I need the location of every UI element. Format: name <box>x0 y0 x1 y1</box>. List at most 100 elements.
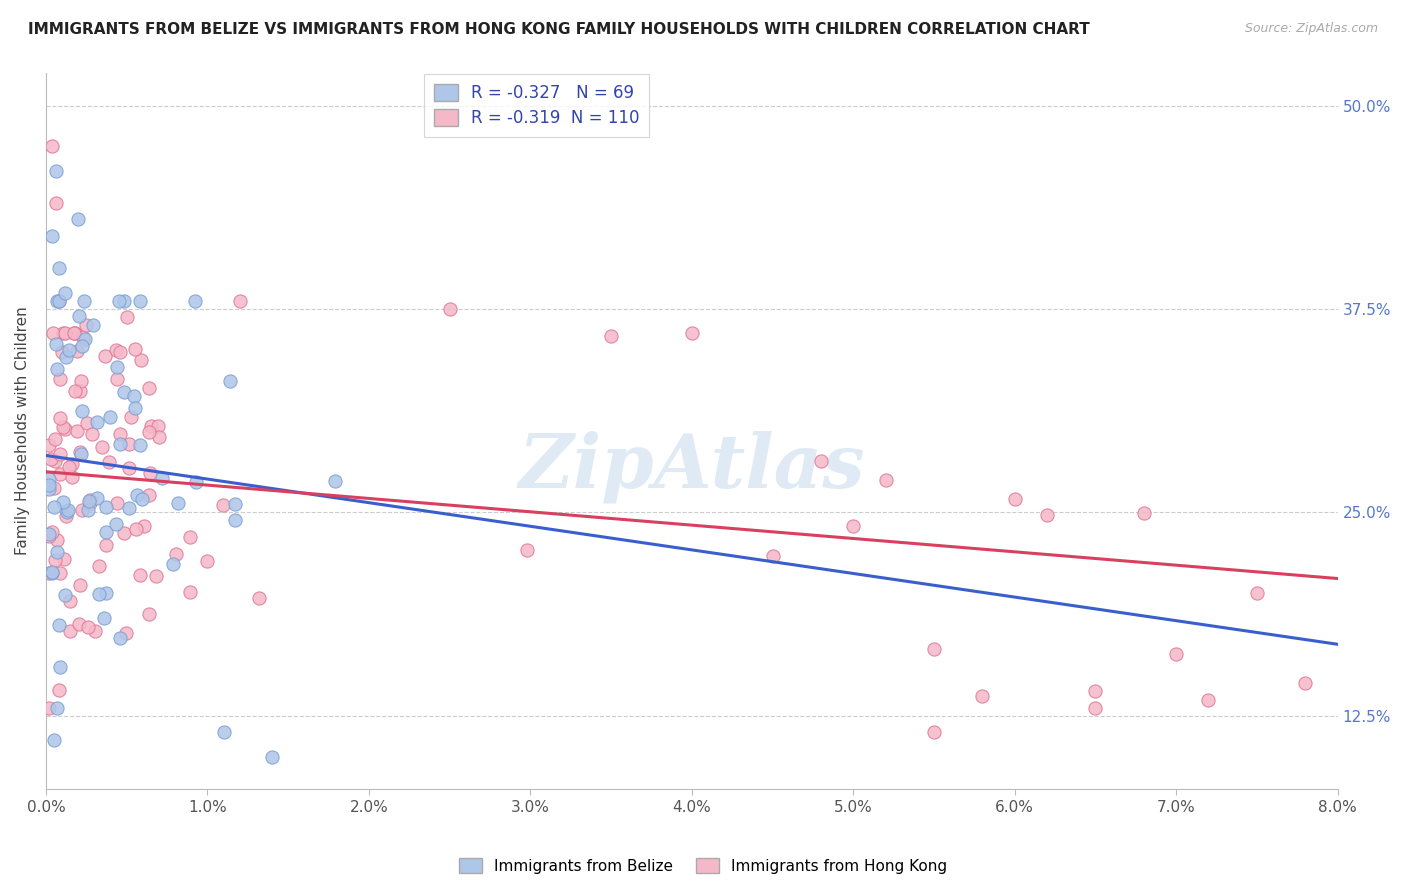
Point <box>1133 506 1156 520</box>
Point <box>55 508 77 523</box>
Point <box>138 488 160 502</box>
Point <box>53 422 76 436</box>
Point <box>212 725 235 739</box>
Point <box>184 293 207 308</box>
Point <box>94 500 117 514</box>
Point <box>60 470 83 484</box>
Point <box>67 616 90 631</box>
Point <box>184 475 207 489</box>
Point <box>218 374 240 388</box>
Point <box>41 228 63 243</box>
Point <box>53 588 76 602</box>
Point <box>48 618 70 632</box>
Point <box>138 607 160 621</box>
Point <box>107 293 129 308</box>
Point <box>93 611 115 625</box>
Point <box>124 401 146 415</box>
Point <box>138 381 160 395</box>
Point <box>117 437 139 451</box>
Point <box>228 293 250 308</box>
Point <box>69 384 91 399</box>
Point <box>52 420 75 434</box>
Point <box>41 565 63 579</box>
Point <box>105 371 128 385</box>
Legend: R = -0.327   N = 69, R = -0.319  N = 110: R = -0.327 N = 69, R = -0.319 N = 110 <box>425 74 650 137</box>
Point <box>79 493 101 508</box>
Point <box>104 517 127 532</box>
Point <box>39 452 62 467</box>
Point <box>38 566 60 580</box>
Point <box>323 474 346 488</box>
Point <box>48 467 70 481</box>
Point <box>48 261 70 276</box>
Point <box>108 631 131 645</box>
Point <box>195 554 218 568</box>
Point <box>108 436 131 450</box>
Point <box>139 419 162 434</box>
Point <box>108 345 131 359</box>
Point <box>131 492 153 507</box>
Legend: Immigrants from Belize, Immigrants from Hong Kong: Immigrants from Belize, Immigrants from … <box>453 852 953 880</box>
Point <box>96 525 118 540</box>
Point <box>38 529 60 543</box>
Point <box>105 496 128 510</box>
Point <box>48 293 70 308</box>
Point <box>260 749 283 764</box>
Point <box>128 438 150 452</box>
Point <box>60 457 83 471</box>
Point <box>45 163 67 178</box>
Point <box>1246 586 1268 600</box>
Point <box>681 326 703 341</box>
Point <box>516 543 538 558</box>
Point <box>48 683 70 698</box>
Point <box>148 429 170 443</box>
Point <box>62 326 84 341</box>
Point <box>45 196 67 211</box>
Point <box>42 500 65 515</box>
Point <box>38 700 60 714</box>
Point <box>38 526 60 541</box>
Text: ZipAtlas: ZipAtlas <box>519 431 865 503</box>
Point <box>49 410 72 425</box>
Point <box>1166 647 1188 661</box>
Point <box>56 505 79 519</box>
Point <box>49 372 72 386</box>
Point <box>1004 491 1026 506</box>
Y-axis label: Family Households with Children: Family Households with Children <box>15 307 30 556</box>
Point <box>58 624 80 638</box>
Point <box>98 455 121 469</box>
Point <box>98 410 121 425</box>
Point <box>150 471 173 485</box>
Point <box>46 700 69 714</box>
Point <box>42 326 65 341</box>
Point <box>1036 508 1059 523</box>
Point <box>76 416 98 430</box>
Point <box>67 309 90 323</box>
Point <box>124 342 146 356</box>
Point <box>165 547 187 561</box>
Text: Source: ZipAtlas.com: Source: ZipAtlas.com <box>1244 22 1378 36</box>
Point <box>112 384 135 399</box>
Point <box>89 558 111 573</box>
Point <box>1084 684 1107 698</box>
Point <box>105 359 128 374</box>
Point <box>82 318 104 332</box>
Point <box>224 513 246 527</box>
Point <box>439 301 461 316</box>
Point <box>115 310 138 325</box>
Point <box>72 329 94 343</box>
Point <box>45 336 67 351</box>
Point <box>87 587 110 601</box>
Point <box>761 549 783 563</box>
Point <box>94 586 117 600</box>
Point <box>65 384 87 398</box>
Point <box>70 374 93 388</box>
Point <box>167 496 190 510</box>
Point <box>38 483 60 497</box>
Point <box>179 584 201 599</box>
Point <box>41 524 63 539</box>
Point <box>112 293 135 308</box>
Point <box>79 496 101 510</box>
Point <box>162 558 184 572</box>
Point <box>38 478 60 492</box>
